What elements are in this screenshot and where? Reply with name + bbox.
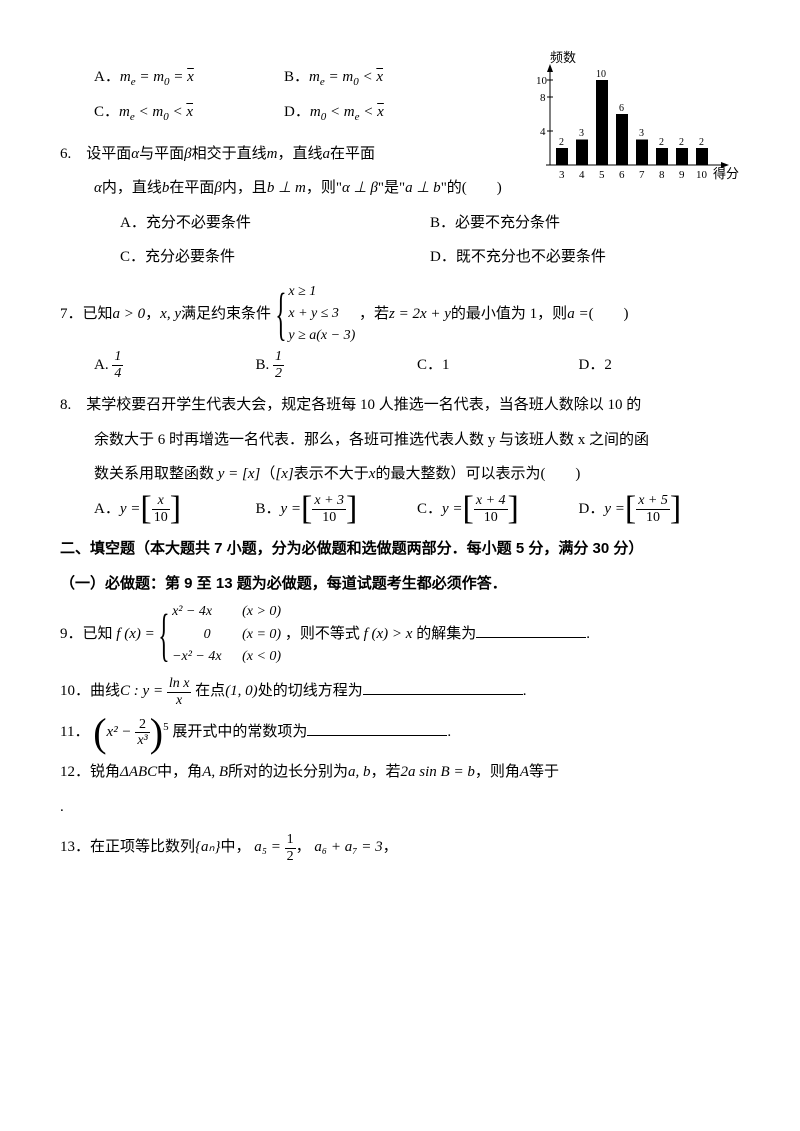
svg-text:8: 8 bbox=[659, 169, 665, 181]
svg-text:2: 2 bbox=[679, 137, 684, 148]
svg-text:6: 6 bbox=[619, 169, 625, 181]
svg-text:10: 10 bbox=[536, 75, 548, 87]
frequency-bar-chart: 频数 10 8 4 2 3 10 6 3 2 2 2 3 4 5 6 7 8 9 10 得分 bbox=[530, 50, 740, 185]
svg-text:3: 3 bbox=[639, 128, 644, 139]
svg-text:10: 10 bbox=[596, 69, 606, 80]
svg-text:4: 4 bbox=[579, 169, 585, 181]
q13: 13．在正项等比数列{aₙ}中， a₅ = 12， a₆ + a₇ = 3， bbox=[60, 830, 740, 865]
q11: 11． (x² − 2x³)5 展开式中的常数项为. bbox=[60, 715, 740, 750]
q8: 8. 某学校要召开学生代表大会，规定各班每 10 人推选一名代表，当各班人数除以… bbox=[60, 388, 740, 526]
q10: 10．曲线C : y = ln xx 在点(1, 0)处的切线方程为. bbox=[60, 674, 740, 709]
svg-text:10: 10 bbox=[696, 169, 708, 181]
svg-text:9: 9 bbox=[679, 169, 685, 181]
chart-x-label: 得分 bbox=[713, 166, 739, 181]
blank-q9 bbox=[476, 621, 586, 639]
svg-text:2: 2 bbox=[659, 137, 664, 148]
chart-title: 频数 bbox=[550, 50, 576, 65]
svg-text:2: 2 bbox=[699, 137, 704, 148]
svg-text:3: 3 bbox=[579, 128, 584, 139]
q6-optA: A．充分不必要条件 bbox=[120, 206, 430, 241]
svg-text:7: 7 bbox=[639, 169, 645, 181]
q9: 9．已知 f (x) = { x² − 4x(x > 0) 0(x = 0) −… bbox=[60, 601, 740, 668]
q6-optC: C．充分必要条件 bbox=[120, 240, 430, 275]
svg-text:2: 2 bbox=[559, 137, 564, 148]
section-2-heading: 二、填空题（本大题共 7 小题，分为必做题和选做题两部分．每小题 5 分，满分 … bbox=[60, 532, 740, 567]
svg-text:4: 4 bbox=[540, 126, 546, 138]
blank-q11 bbox=[307, 718, 447, 736]
blank-q10 bbox=[363, 678, 523, 696]
q7: 7．已知a > 0，x, y满足约束条件 { x ≥ 1 x + y ≤ 3 y… bbox=[60, 281, 740, 383]
svg-text:6: 6 bbox=[619, 103, 624, 114]
q12: 12．锐角ΔABC中，角A, B所对的边长分别为a, b，若2a sin B =… bbox=[60, 755, 740, 824]
svg-text:8: 8 bbox=[540, 92, 546, 104]
q6-optB: B．必要不充分条件 bbox=[430, 206, 740, 241]
q6-optD: D．既不充分也不必要条件 bbox=[430, 240, 740, 275]
svg-text:3: 3 bbox=[559, 169, 565, 181]
section-2-sub: （一）必做题：第 9 至 13 题为必做题，每道试题考生都必须作答． bbox=[60, 567, 740, 602]
svg-text:5: 5 bbox=[599, 169, 605, 181]
